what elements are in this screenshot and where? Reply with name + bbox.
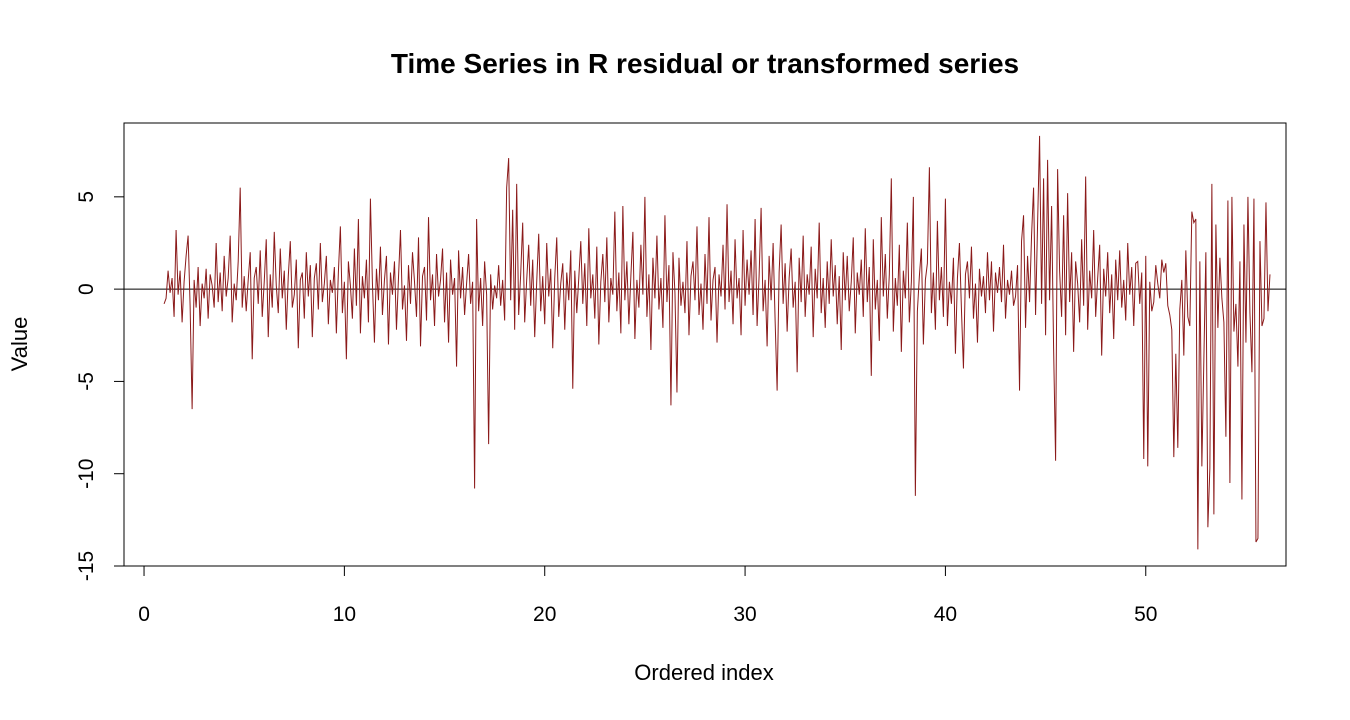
y-tick-label: 5 — [75, 191, 98, 203]
x-tick-label: 50 — [1134, 603, 1157, 626]
y-tick-label: -15 — [75, 551, 98, 581]
y-tick-label: -5 — [75, 372, 98, 391]
x-tick-label: 40 — [934, 603, 957, 626]
series-group — [163, 135, 1271, 550]
x-tick-label: 10 — [333, 603, 356, 626]
x-tick-label: 0 — [138, 603, 150, 626]
x-tick-label: 20 — [533, 603, 556, 626]
y-axis-label: Value — [7, 317, 32, 372]
x-axis-label: Ordered index — [634, 660, 773, 685]
y-axis: -15 -10 -5 0 5 — [75, 191, 125, 581]
chart-title: Time Series in R residual or transformed… — [391, 48, 1019, 79]
x-axis: 0 10 20 30 40 50 — [138, 565, 1157, 626]
y-tick-label: -10 — [75, 459, 98, 489]
y-tick-label: 0 — [75, 283, 98, 295]
x-tick-label: 30 — [733, 603, 756, 626]
series-line-1 — [163, 135, 1271, 550]
